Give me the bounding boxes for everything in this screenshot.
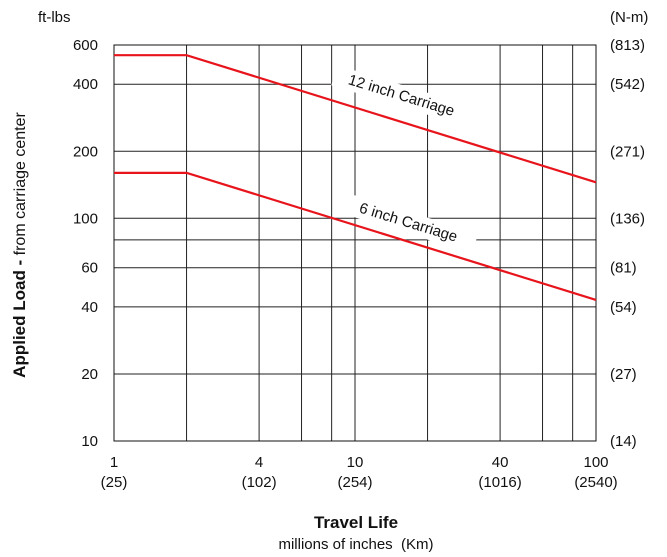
- series-label-background: [338, 192, 479, 254]
- y-unit-right: (N-m): [610, 9, 648, 26]
- x-tick-label: 4: [255, 454, 263, 471]
- series-label: 12 inch Carriage: [346, 71, 456, 119]
- y-tick-label-right: (27): [610, 366, 637, 383]
- x-tick-label-sub: (2540): [574, 474, 617, 491]
- y-tick-label: 10: [81, 433, 98, 450]
- plot-frame: [113, 44, 597, 442]
- x-tick-label: 100: [583, 454, 608, 471]
- y-tick-label-right: (54): [610, 299, 637, 316]
- y-tick-label-right: (81): [610, 260, 637, 277]
- x-tick-label-sub: (102): [242, 474, 277, 491]
- x-tick-label: 1: [110, 454, 118, 471]
- x-tick-label-sub: (25): [101, 474, 128, 491]
- y-axis-title-sub: from carriage center: [12, 112, 29, 260]
- y-unit-left: ft-lbs: [38, 9, 71, 26]
- y-tick-label: 200: [73, 143, 98, 160]
- y-tick-label: 20: [81, 366, 98, 383]
- series-line: [114, 171, 597, 301]
- y-tick-label-right: (136): [610, 210, 645, 227]
- tick-labels: 10 (14) 20 (27) 40 (54) 60 (81) 100 (136) 200 (271)…: [73, 37, 645, 491]
- series-line: [114, 54, 597, 184]
- x-tick-label-sub: (254): [337, 474, 372, 491]
- y-tick-label-right: (542): [610, 76, 645, 93]
- grid: [113, 44, 597, 442]
- y-axis-title: Applied Load - from carriage center: [10, 112, 29, 378]
- x-tick-label-sub: (1016): [478, 474, 521, 491]
- y-tick-label: 400: [73, 76, 98, 93]
- y-tick-label-right: (271): [610, 143, 645, 160]
- x-axis-subtitle: millions of inches (Km): [278, 536, 433, 553]
- series-label-background: [331, 65, 472, 127]
- x-tick-label: 10: [347, 454, 364, 471]
- y-axis-title-main: Applied Load -: [10, 260, 29, 378]
- y-tick-label: 100: [73, 210, 98, 227]
- y-tick-label-right: (14): [610, 433, 637, 450]
- y-tick-label-right: (813): [610, 37, 645, 54]
- x-tick-label: 40: [492, 454, 509, 471]
- y-tick-label: 600: [73, 37, 98, 54]
- y-tick-label: 40: [81, 299, 98, 316]
- x-axis-title: Travel Life: [314, 513, 398, 532]
- y-tick-label: 60: [81, 260, 98, 277]
